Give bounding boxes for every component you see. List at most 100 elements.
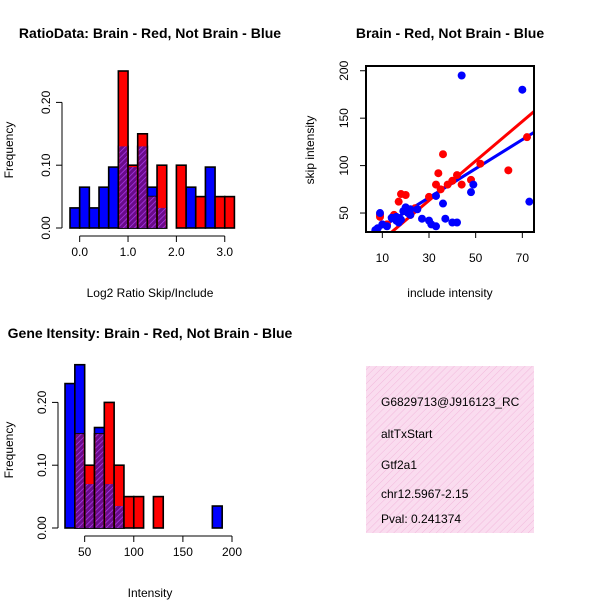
brain-point: [453, 171, 461, 180]
not-brain-bar: [88, 207, 100, 229]
x-tick-label: 50: [469, 251, 483, 265]
not-brain-bar: [185, 186, 197, 229]
ratio-histogram-xlabel: Log2 Ratio Skip/Include: [87, 286, 214, 300]
intensity-histogram-panel: Gene Itensity: Brain - Red, Not Brain - …: [2, 325, 293, 600]
scatter-ylabel: skip intensity: [303, 116, 317, 185]
not-brain-bar: [78, 186, 91, 229]
not-brain-bar: [204, 166, 216, 229]
brain-bar: [152, 495, 165, 529]
y-tick-label: 0.00: [39, 216, 53, 240]
x-tick-label: 100: [124, 545, 144, 559]
not-brain-point: [406, 205, 415, 214]
brain-bar: [175, 164, 187, 229]
scatter-axes: 10 30 50 70 50 100 150 200: [337, 60, 535, 265]
overlap-bar: [138, 146, 147, 228]
intensity-histogram-bars: [64, 363, 223, 529]
brain-point: [401, 191, 410, 200]
brain-point: [448, 176, 457, 185]
brain-bar: [214, 195, 226, 229]
scatter-xlabel: include intensity: [407, 286, 492, 300]
ratio-histogram-ylabel: Frequency: [2, 122, 16, 179]
not-brain-point: [397, 215, 405, 224]
not-brain-point: [432, 222, 440, 231]
info-probe-id: G6829713@J916123_RC: [381, 395, 520, 409]
brain-bar: [194, 195, 207, 229]
x-tick-label: 150: [173, 545, 193, 559]
overlap-bar: [95, 433, 104, 528]
not-brain-point: [439, 199, 447, 208]
overlap-bar: [129, 167, 137, 228]
not-brain-point: [518, 85, 527, 94]
x-tick-label: 50: [78, 545, 92, 559]
overlap-bar: [75, 433, 84, 528]
not-brain-point: [453, 218, 461, 227]
overlap-bar: [158, 207, 166, 228]
brain-point: [439, 150, 447, 159]
overlap-bar: [148, 196, 157, 228]
not-brain-point: [418, 214, 426, 223]
overlap-bar: [119, 146, 128, 228]
x-tick-label: 1.0: [120, 245, 137, 259]
not-brain-bar: [107, 166, 120, 229]
x-tick-label: 10: [376, 251, 390, 265]
info-pval: Pval: 0.241374: [381, 512, 461, 526]
not-brain-point: [467, 188, 475, 197]
y-tick-label: 0.20: [35, 390, 49, 414]
info-event-type: altTxStart: [381, 427, 433, 441]
brain-point: [436, 185, 445, 194]
not-brain-point: [432, 191, 440, 200]
y-tick-label: 50: [337, 206, 351, 220]
ratio-histogram-title: RatioData: Brain - Red, Not Brain - Blue: [19, 25, 281, 41]
x-tick-label: 70: [516, 251, 530, 265]
overlap-bar: [115, 506, 123, 528]
x-tick-label: 3.0: [216, 245, 233, 259]
brain-point: [476, 159, 485, 168]
info-location: chr12.5967-2.15: [381, 487, 469, 501]
scatter-frame: [365, 65, 535, 233]
intensity-histogram-ylabel: Frequency: [2, 422, 16, 479]
not-brain-bar: [211, 505, 223, 529]
not-brain-bar: [69, 207, 81, 229]
brain-point: [425, 192, 433, 201]
y-tick-label: 0.20: [39, 90, 53, 114]
brain-point: [504, 166, 513, 175]
y-tick-label: 0.10: [35, 453, 49, 477]
not-brain-point: [525, 197, 534, 206]
info-gene-name: Gtf2a1: [381, 458, 417, 472]
not-brain-point: [376, 209, 384, 218]
not-brain-point: [413, 205, 422, 214]
brain-point: [434, 169, 443, 178]
brain-point: [457, 180, 466, 189]
not-brain-point: [383, 222, 391, 231]
overlap-bar: [85, 484, 94, 528]
overlap-bar: [105, 484, 114, 528]
brain-point: [394, 197, 403, 206]
brain-point: [523, 133, 531, 142]
x-tick-label: 200: [222, 545, 242, 559]
intensity-histogram-xlabel: Intensity: [128, 586, 173, 600]
not-brain-point: [457, 71, 466, 80]
brain-bar: [223, 195, 236, 229]
scatter-points: [371, 71, 534, 232]
not-brain-point: [469, 180, 478, 189]
not-brain-point: [406, 210, 415, 219]
info-panel: G6829713@J916123_RC altTxStart Gtf2a1 ch…: [366, 366, 534, 533]
not-brain-bar: [98, 186, 110, 229]
not-brain-point: [441, 214, 450, 223]
ratio-histogram-bars: [69, 70, 236, 229]
x-tick-label: 30: [422, 251, 436, 265]
x-tick-label: 0.0: [71, 245, 88, 259]
x-tick-label: 2.0: [168, 245, 185, 259]
intensity-histogram-title: Gene Itensity: Brain - Red, Not Brain - …: [8, 325, 293, 341]
brain-bar: [123, 495, 135, 529]
ratio-histogram-panel: RatioData: Brain - Red, Not Brain - Blue…: [2, 25, 281, 300]
intensity-histogram-axes: 50 100 150 200 0.00 0.10 0.20: [35, 390, 242, 559]
y-tick-label: 200: [337, 60, 351, 80]
y-tick-label: 100: [337, 155, 351, 175]
not-brain-bar: [64, 382, 76, 529]
y-tick-label: 150: [337, 108, 351, 128]
intensity-scatter-panel: Brain - Red, Not Brain - Blue include in…: [303, 25, 544, 300]
y-tick-label: 0.00: [35, 516, 49, 540]
scatter-title: Brain - Red, Not Brain - Blue: [356, 25, 544, 41]
